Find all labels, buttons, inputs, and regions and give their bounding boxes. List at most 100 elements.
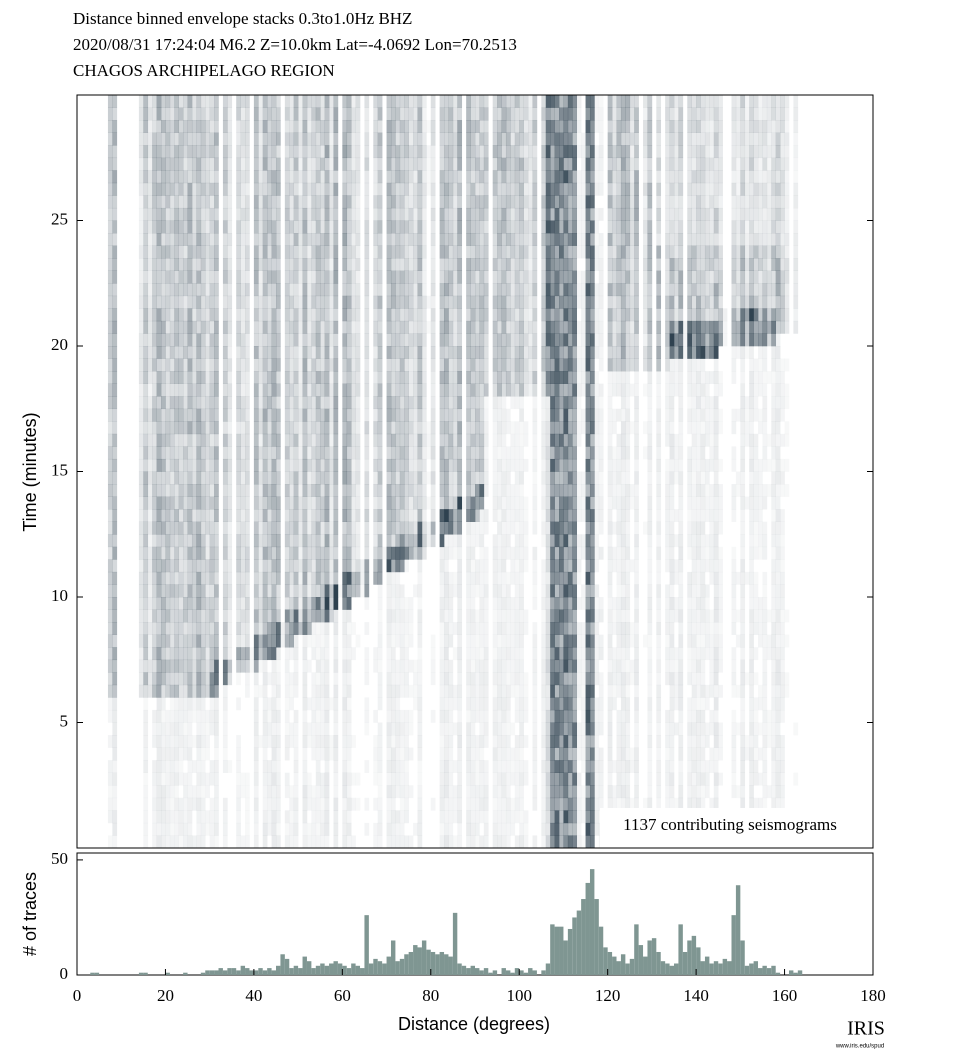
texture-cell [457, 471, 463, 485]
texture-cell [245, 358, 250, 372]
texture-cell [514, 747, 520, 761]
texture-cell [253, 534, 259, 548]
texture-cell [293, 672, 299, 686]
texture-cell [183, 546, 188, 560]
texture-cell [572, 308, 578, 322]
texture-cell [399, 132, 405, 146]
texture-cell [355, 471, 361, 485]
texture-cell [191, 233, 197, 246]
texture-cell [227, 283, 233, 297]
texture-cell [138, 534, 144, 548]
texture-cell [355, 421, 361, 435]
texture-cell [545, 672, 551, 686]
texture-cell [169, 496, 175, 510]
texture-cell [466, 559, 471, 573]
texture-cell [320, 722, 325, 736]
texture-cell [214, 822, 219, 836]
texture-cell [302, 207, 308, 221]
texture-cell [107, 207, 113, 221]
texture-cell [346, 421, 352, 435]
texture-cell [147, 195, 153, 209]
texture-cell [284, 484, 290, 497]
texture-cell [196, 421, 202, 435]
texture-cell [519, 609, 524, 623]
texture-cell [514, 559, 520, 573]
texture-cell [200, 157, 206, 171]
texture-cell [479, 810, 485, 824]
texture-cell [165, 320, 171, 334]
texture-cell [262, 220, 268, 234]
texture-cell [174, 634, 180, 648]
texture-cell [559, 396, 564, 410]
texture-cell [346, 622, 352, 635]
texture-cell [214, 320, 219, 334]
texture-cell [501, 496, 507, 510]
texture-cell [346, 835, 352, 849]
texture-cell [253, 571, 259, 585]
texture-cell [187, 95, 193, 108]
texture-cell [253, 320, 259, 334]
texture-cell [152, 333, 157, 347]
texture-cell [377, 785, 383, 799]
texture-cell [404, 157, 409, 171]
texture-cell [236, 333, 241, 347]
texture-cell [475, 609, 480, 623]
texture-cell [377, 145, 383, 159]
texture-cell [523, 295, 529, 309]
texture-cell [245, 471, 250, 485]
texture-cell [196, 270, 202, 284]
texture-cell [267, 145, 272, 159]
texture-cell [342, 346, 348, 359]
texture-cell [514, 446, 520, 460]
texture-cell [258, 207, 264, 221]
texture-cell [545, 107, 551, 121]
texture-cell [567, 157, 573, 171]
texture-cell [205, 346, 210, 359]
texture-cell [519, 521, 524, 535]
texture-cell [523, 521, 529, 535]
texture-cell [373, 383, 379, 397]
texture-cell [320, 785, 325, 799]
texture-cell [466, 270, 471, 284]
texture-cell [457, 835, 463, 849]
texture-cell [479, 446, 485, 460]
texture-cell [209, 421, 215, 435]
texture-cell [320, 245, 325, 259]
texture-cell [466, 797, 471, 811]
texture-cell [222, 822, 228, 836]
texture-cell [483, 283, 489, 297]
texture-cell [214, 509, 219, 522]
texture-cell [559, 622, 564, 635]
texture-cell [187, 609, 193, 623]
texture-cell [421, 446, 427, 460]
texture-cell [267, 408, 272, 422]
texture-cell [320, 195, 325, 209]
texture-cell [156, 283, 162, 297]
texture-cell [390, 684, 396, 698]
texture-cell [205, 220, 210, 234]
texture-cell [187, 333, 193, 347]
texture-cell [183, 207, 188, 221]
texture-cell [501, 672, 507, 686]
texture-cell [470, 496, 476, 510]
texture-cell [302, 634, 308, 648]
texture-cell [430, 371, 436, 384]
texture-cell [293, 546, 299, 560]
texture-cell [293, 760, 299, 773]
texture-cell [528, 107, 533, 121]
texture-cell [245, 609, 250, 623]
texture-cell [205, 120, 210, 133]
texture-cell [519, 797, 524, 811]
texture-cell [404, 270, 409, 284]
texture-cell [143, 170, 149, 184]
texture-cell [470, 659, 476, 673]
texture-cell [448, 421, 454, 435]
texture-cell [342, 509, 348, 522]
texture-cell [293, 458, 299, 472]
texture-cell [439, 170, 445, 184]
texture-cell [178, 509, 184, 522]
texture-cell [563, 95, 569, 108]
texture-cell [222, 509, 228, 522]
texture-cell [174, 157, 180, 171]
texture-cell [156, 546, 162, 560]
